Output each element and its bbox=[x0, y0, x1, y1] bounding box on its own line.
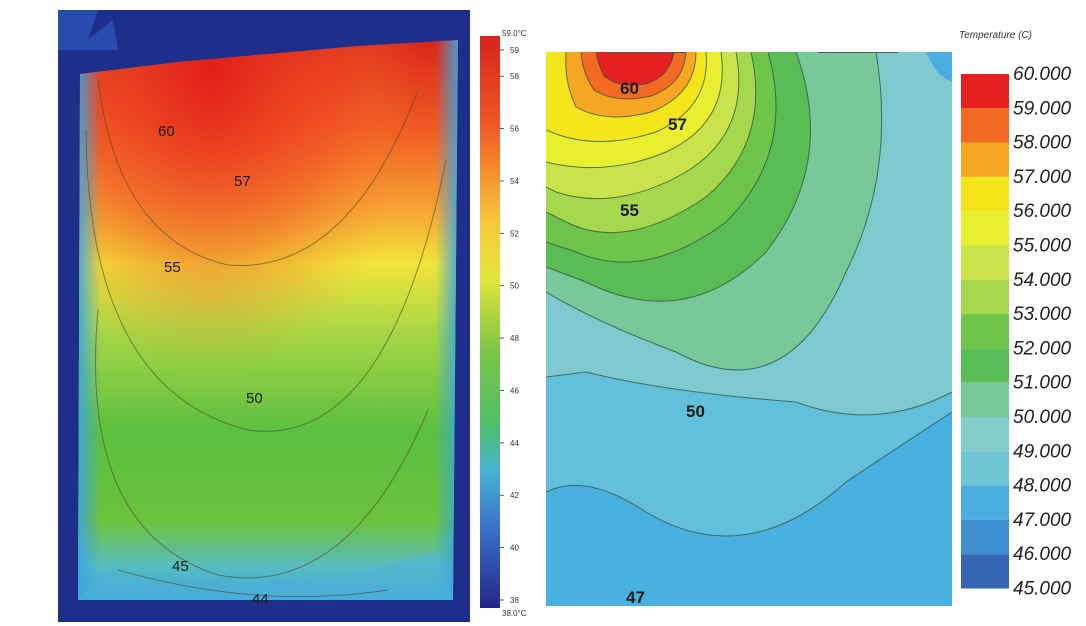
sim-contour-label: 47 bbox=[626, 588, 645, 606]
thermal-scale-tick-label: 38 bbox=[510, 596, 519, 605]
legend-swatches: 60.000 59.000 58.000 57.000 56.000 55.000 54.0… bbox=[961, 64, 1072, 600]
legend-swatch bbox=[961, 451, 1009, 486]
legend-level-label: 55.000 bbox=[1013, 236, 1072, 257]
legend-swatch bbox=[961, 314, 1009, 349]
legend-swatch bbox=[961, 74, 1009, 109]
legend-swatch bbox=[961, 279, 1009, 315]
legend-level-label: 58.000 bbox=[1013, 133, 1072, 154]
contour-50-line bbox=[85, 129, 447, 432]
sim-contour-label: 55 bbox=[620, 201, 639, 220]
legend-swatch bbox=[961, 176, 1009, 212]
thermal-scale-tick-label: 54 bbox=[510, 177, 519, 186]
thermal-contour-label: 57 bbox=[234, 173, 251, 190]
contour-45-line bbox=[95, 309, 429, 579]
legend-swatch bbox=[961, 485, 1009, 520]
legend-swatch bbox=[961, 417, 1009, 452]
legend-level-label: 54.000 bbox=[1013, 270, 1072, 291]
thermal-scale-bar bbox=[480, 36, 500, 608]
thermal-contour-label: 60 bbox=[158, 123, 175, 140]
sim-contour-label: 57 bbox=[668, 115, 687, 134]
thermal-scale-tick-label: 58 bbox=[510, 72, 519, 81]
thermal-scale-tick-label: 48 bbox=[510, 334, 519, 343]
thermal-scale-tick-label: 40 bbox=[510, 544, 519, 553]
thermal-scale-tick-label: 50 bbox=[510, 282, 519, 291]
legend-level-label: 45.000 bbox=[1013, 579, 1072, 600]
legend-level-label: 59.000 bbox=[1013, 98, 1072, 119]
thermal-scale-max: 59.0°C bbox=[502, 29, 527, 38]
legend-level-label: 53.000 bbox=[1013, 304, 1072, 325]
thermal-scale-ticks: 59 58 56 54 52 50 48 46 44 42 40 38 bbox=[500, 46, 519, 605]
legend-level-label: 60.000 bbox=[1013, 64, 1072, 85]
thermal-contour-label: 55 bbox=[164, 259, 181, 276]
thermal-contour-label: 45 bbox=[172, 558, 189, 575]
sim-contour-label: 50 bbox=[686, 402, 705, 421]
thermal-scale-min: 38.0°C bbox=[502, 609, 527, 618]
legend-level-label: 47.000 bbox=[1013, 510, 1072, 531]
legend-swatch bbox=[961, 211, 1009, 246]
legend-level-label: 57.000 bbox=[1013, 167, 1072, 188]
legend-level-label: 52.000 bbox=[1013, 338, 1072, 359]
legend-swatch bbox=[961, 382, 1009, 417]
legend-swatch bbox=[961, 519, 1009, 555]
contour-44-line bbox=[117, 569, 389, 598]
legend-swatch bbox=[961, 348, 1009, 383]
simulation-contour-panel: 60 57 55 50 47 bbox=[546, 52, 952, 606]
legend-swatch bbox=[961, 554, 1009, 589]
legend-level-label: 51.000 bbox=[1013, 373, 1072, 394]
thermal-scale-tick-label: 52 bbox=[510, 229, 519, 238]
thermal-scale-tick-label: 42 bbox=[510, 491, 519, 500]
legend-level-label: 48.000 bbox=[1013, 476, 1072, 497]
thermal-scale-tick-label: 44 bbox=[510, 439, 519, 448]
temperature-legend: Temperature (C) 60.000 59.000 58.000 57.000… bbox=[955, 22, 1086, 622]
thermal-contour-label: 50 bbox=[246, 390, 263, 407]
legend-level-label: 46.000 bbox=[1013, 544, 1072, 565]
legend-title: Temperature (C) bbox=[959, 30, 1032, 41]
legend-level-label: 49.000 bbox=[1013, 441, 1072, 462]
legend-swatch bbox=[961, 142, 1009, 177]
thermal-color-scale: 59.0°C 38.0°C 59 58 56 54 52 50 48 46 44 42 40 38 bbox=[476, 28, 544, 618]
sim-region-60 bbox=[596, 52, 674, 85]
legend-level-label: 50.000 bbox=[1013, 407, 1072, 428]
thermal-scale-tick-label: 59 bbox=[510, 46, 519, 55]
sim-contour-label: 60 bbox=[620, 79, 639, 98]
thermal-image-panel: 60 57 55 50 45 44 bbox=[58, 10, 470, 622]
thermal-scale-tick-label: 56 bbox=[510, 125, 519, 134]
legend-level-label: 56.000 bbox=[1013, 201, 1072, 222]
thermal-scale-tick-label: 46 bbox=[510, 386, 519, 395]
contour-55-line bbox=[97, 79, 419, 267]
thermal-contour-label: 44 bbox=[252, 591, 269, 608]
legend-swatch bbox=[961, 108, 1009, 143]
legend-swatch bbox=[961, 245, 1009, 280]
